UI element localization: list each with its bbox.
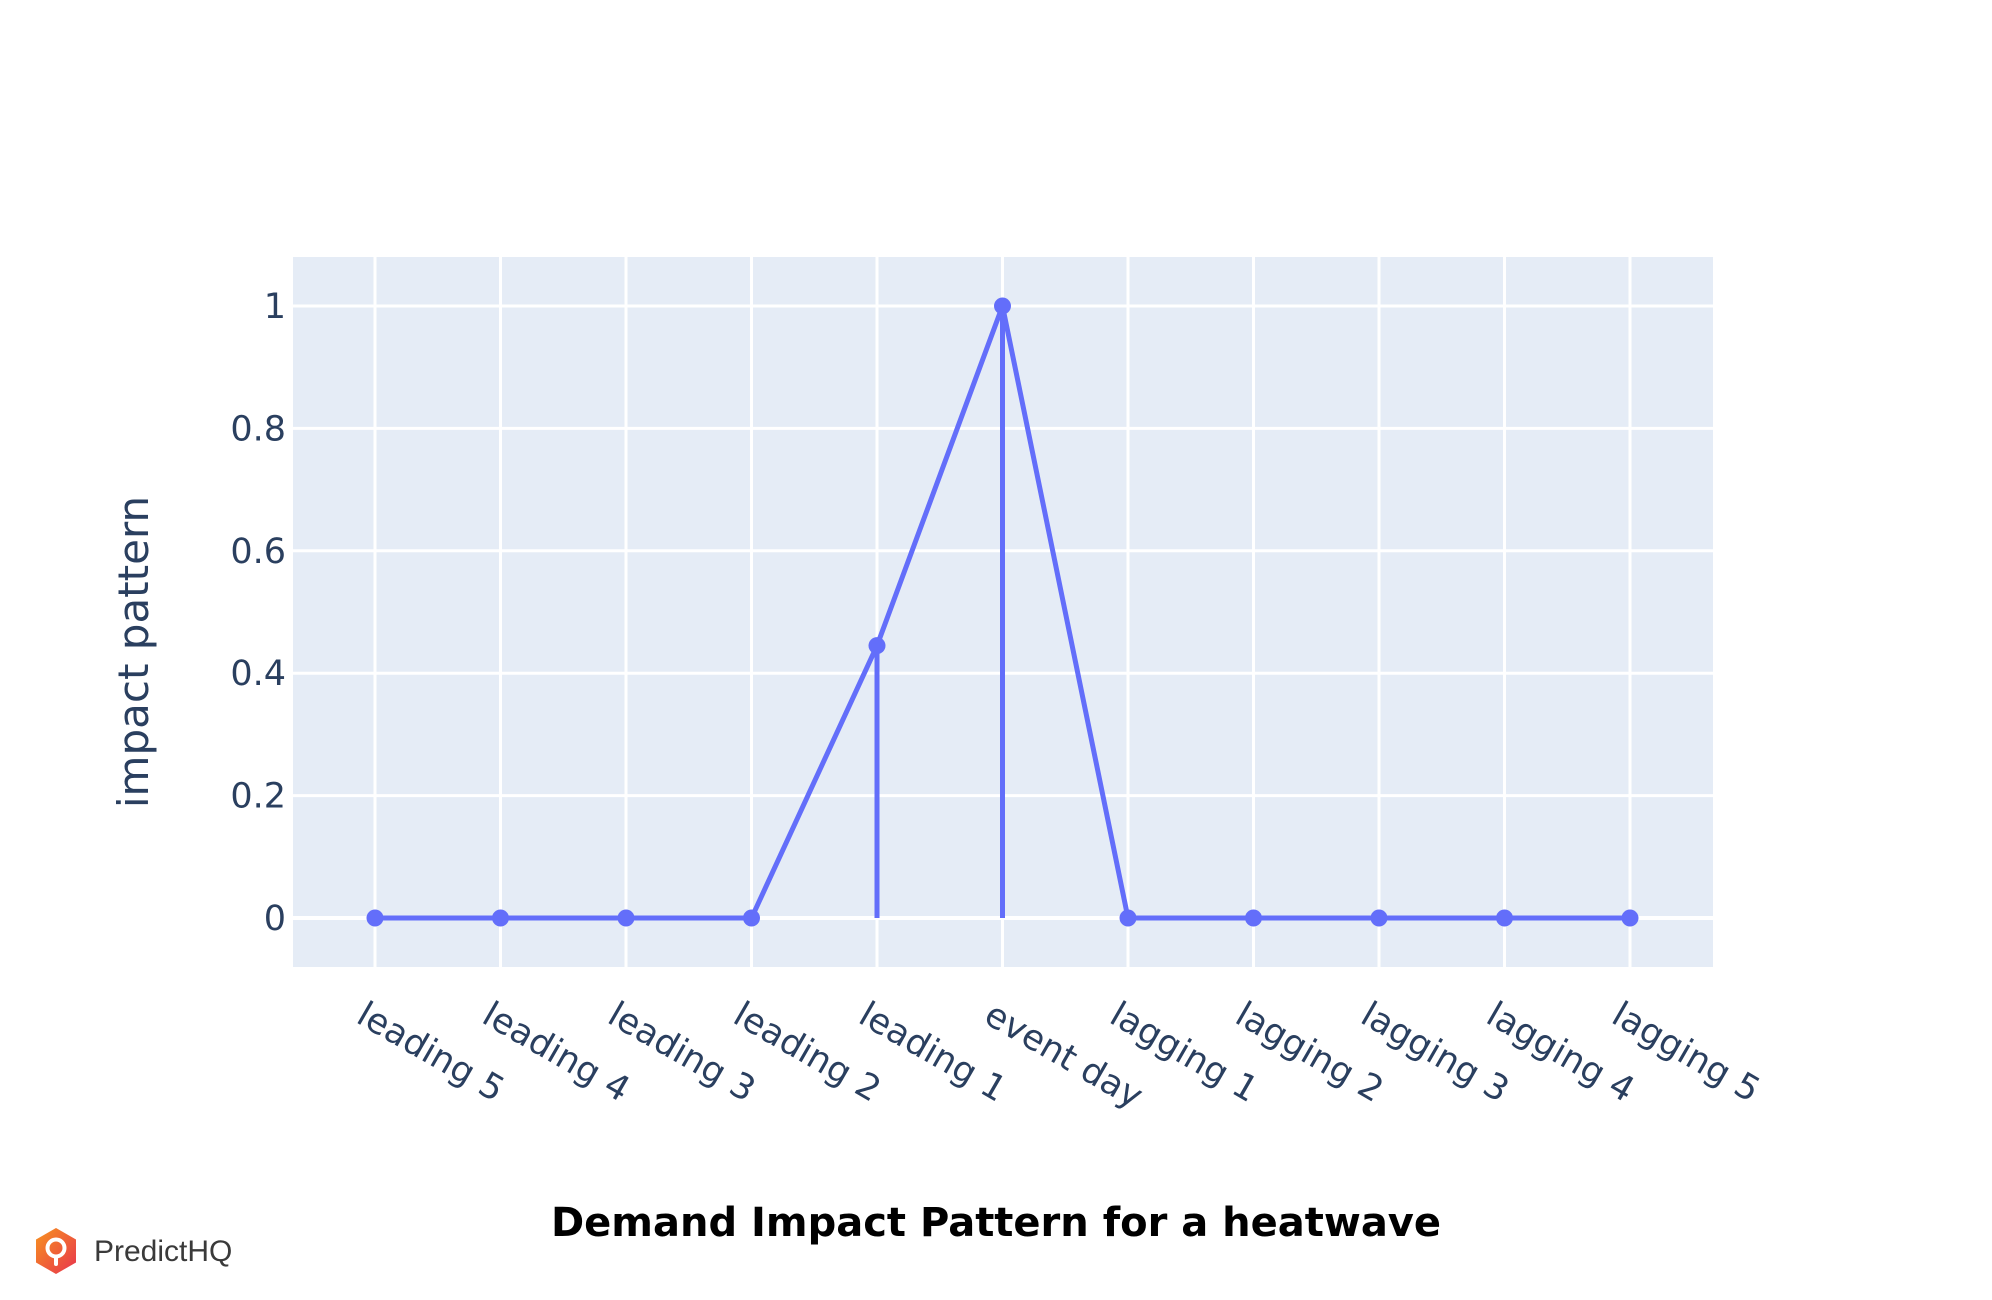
- x-gridlines: [373, 257, 1632, 967]
- y-tick-label: 0.6: [230, 532, 286, 572]
- brand-name: PredictHQ: [94, 1235, 233, 1268]
- data-point: [617, 909, 635, 927]
- y-tick-label: 0.2: [230, 777, 286, 817]
- y-tick-label: 0.8: [230, 409, 286, 449]
- series-impact-pattern: [366, 297, 1639, 927]
- y-tick-label: 1: [264, 287, 286, 327]
- data-point: [492, 909, 509, 927]
- data-point: [1370, 909, 1388, 927]
- y-axis-ticks: 0 0.2 0.4 0.6 0.8 1: [230, 287, 286, 939]
- data-point: [868, 637, 886, 655]
- data-point: [1245, 909, 1262, 927]
- y-tick-label: 0: [264, 899, 286, 939]
- data-point: [366, 909, 384, 927]
- y-axis-title: impact pattern: [109, 496, 158, 808]
- data-point: [1621, 909, 1639, 927]
- data-point: [1496, 909, 1513, 927]
- chart-title: Demand Impact Pattern for a heatwave: [550, 1200, 1442, 1246]
- data-point: [994, 297, 1011, 315]
- data-point: [743, 909, 760, 927]
- data-point: [1119, 909, 1137, 927]
- brand: PredictHQ: [32, 1226, 232, 1278]
- predicthq-logo-icon: [36, 1228, 76, 1274]
- y-tick-label: 0.4: [230, 654, 286, 694]
